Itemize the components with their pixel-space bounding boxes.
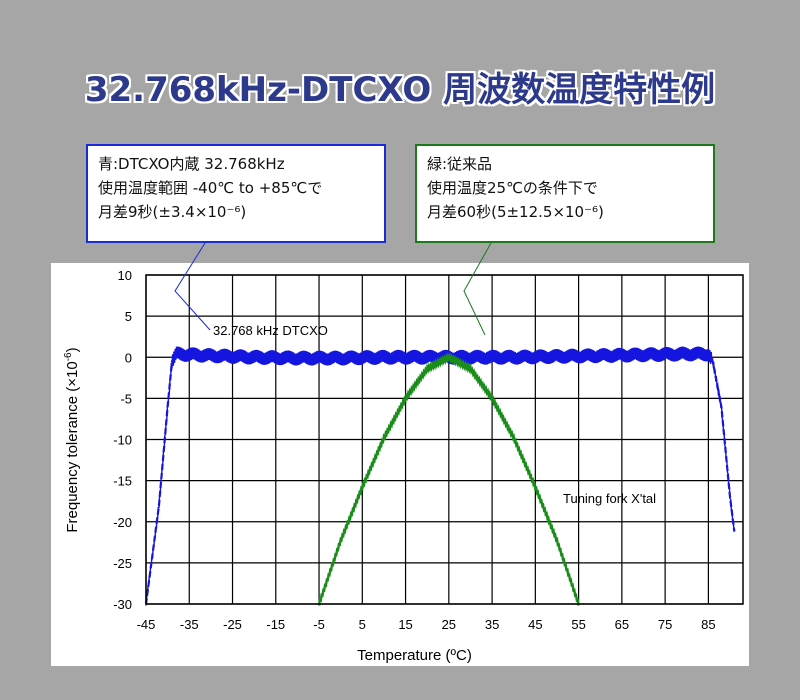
dtcxo-callout-line3: 月差9秒(±3.4×10⁻⁶) [98, 203, 247, 221]
chart-panel [51, 263, 749, 666]
conventional-callout-line1: 緑:従来品 [427, 155, 493, 173]
dtcxo-callout: 青:DTCXO内蔵 32.768kHz 使用温度範囲 -40℃ to +85℃で… [86, 144, 386, 243]
conventional-callout-line2: 使用温度25℃の条件下で [427, 179, 598, 197]
conventional-callout-line3: 月差60秒(5±12.5×10⁻⁶) [427, 203, 604, 221]
dtcxo-callout-line1: 青:DTCXO内蔵 32.768kHz [98, 155, 285, 173]
dtcxo-callout-line2: 使用温度範囲 -40℃ to +85℃で [98, 179, 323, 197]
page-title: 32.768kHz-DTCXO 周波数温度特性例 [84, 70, 716, 110]
conventional-callout: 緑:従来品 使用温度25℃の条件下で 月差60秒(5±12.5×10⁻⁶) [415, 144, 715, 243]
